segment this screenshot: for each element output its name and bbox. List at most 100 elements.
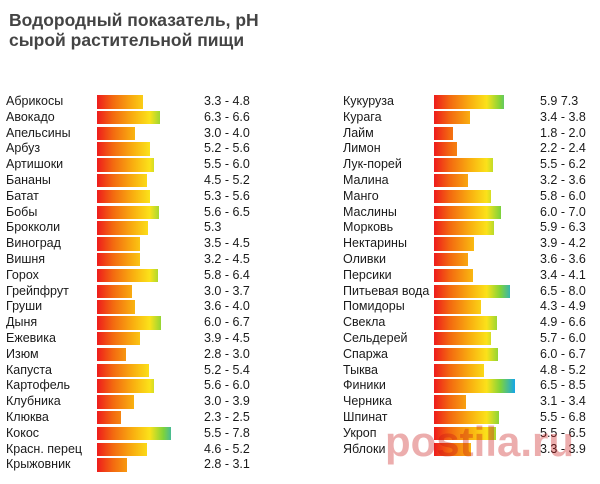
category-label: Красн. перец (6, 441, 83, 456)
category-label: Абрикосы (6, 94, 64, 108)
bar-row: Черника 3.1 - 3.4 (343, 394, 593, 410)
ph-range-label: 3.6 - 3.6 (540, 251, 586, 266)
category-label: Морковь (343, 220, 394, 235)
bar (97, 379, 155, 393)
ph-range-label: 2.8 - 3.0 (204, 346, 250, 361)
category-label: Ежевика (6, 330, 56, 345)
ph-range-label: 3.9 - 4.5 (204, 330, 250, 345)
ph-range-label: 6.0 - 7.0 (540, 204, 586, 219)
category-label: Бананы (6, 172, 51, 187)
ph-range-label: 2.3 - 2.5 (204, 409, 250, 424)
category-label: Груши (6, 299, 43, 314)
bar-row: Морковь 5.9 - 6.3 (343, 220, 593, 236)
left-column: Абрикосы 3.3 - 4.8 Авокадо 6.3 - 6.6 Апельси… (6, 94, 296, 473)
category-label: Дыня (6, 315, 38, 330)
bar-row: Оливки 3.6 - 3.6 (343, 252, 593, 268)
ph-range-label: 6.3 - 6.6 (204, 109, 250, 124)
bar (97, 347, 126, 362)
bar (97, 426, 172, 441)
category-label: Изюм (6, 346, 39, 361)
bar-row: Бананы 4.5 - 5.2 (6, 173, 296, 189)
bar (97, 142, 151, 156)
category-label: Персики (343, 267, 392, 282)
ph-range-label: 3.4 - 4.1 (540, 267, 586, 282)
bar-row: Груши 3.6 - 4.0 (6, 299, 296, 315)
bar (97, 300, 136, 314)
bar (97, 458, 127, 472)
bar-row: Дыня 6.0 - 6.7 (6, 315, 296, 331)
bar (434, 331, 492, 346)
bar (434, 237, 474, 251)
ph-range-label: 4.3 - 4.9 (540, 299, 586, 314)
bar-row: Картофель 5.6 - 6.0 (6, 378, 296, 394)
bar-row: Манго 5.8 - 6.0 (343, 189, 593, 205)
category-label: Кокос (6, 425, 40, 440)
category-label: Виноград (6, 236, 61, 251)
ph-range-label: 5.5 - 7.8 (204, 425, 250, 440)
bar (97, 442, 147, 457)
bar (434, 221, 494, 235)
bar (97, 252, 140, 267)
category-label: Свекла (343, 315, 386, 330)
ph-range-label: 5.6 - 6.5 (204, 204, 250, 219)
ph-range-label: 6.0 - 6.7 (204, 315, 250, 330)
bar (97, 331, 140, 346)
category-label: Картофель (6, 378, 71, 393)
category-label: Тыква (343, 362, 378, 377)
ph-range-label: 3.5 - 4.5 (204, 236, 250, 251)
bar (434, 110, 471, 125)
bar-row: Кукуруза 5.9 7.3 (343, 94, 593, 110)
ph-range-label: 2.8 - 3.1 (204, 457, 250, 472)
bar (97, 95, 143, 109)
ph-range-label: 5.5 - 6.8 (540, 409, 586, 424)
bar (434, 158, 494, 172)
bar-row: Крыжовник 2.8 - 3.1 (6, 457, 296, 473)
category-label: Сельдерей (343, 330, 408, 345)
ph-range-label: 4.5 - 5.2 (204, 172, 250, 187)
bar-row: Персики 3.4 - 4.1 (343, 268, 593, 284)
ph-range-label: 3.0 - 3.9 (204, 394, 250, 409)
bar-row: Питьевая вода 6.5 - 8.0 (343, 284, 593, 300)
category-label: Капуста (6, 362, 52, 377)
bar-row: Тыква 4.8 - 5.2 (343, 363, 593, 379)
category-label: Лимон (343, 141, 381, 156)
bar (97, 158, 155, 172)
category-label: Черника (343, 394, 392, 409)
bar-row: Укроп 5.5 - 6.5 (343, 426, 593, 442)
ph-range-label: 5.2 - 5.6 (204, 141, 250, 156)
bar (97, 189, 151, 204)
category-label: Лук-порей (343, 157, 402, 172)
bar (97, 221, 148, 235)
bar-row: Изюм 2.8 - 3.0 (6, 347, 296, 363)
bar-row: Лимон 2.2 - 2.4 (343, 141, 593, 157)
category-label: Курага (343, 109, 382, 124)
bar (434, 189, 492, 204)
bar-row: Кокос 5.5 - 7.8 (6, 426, 296, 442)
ph-range-label: 6.5 - 8.5 (540, 378, 586, 393)
bar (434, 205, 501, 220)
category-label: Питьевая вода (343, 283, 430, 298)
bar (434, 442, 472, 457)
ph-range-label: 3.2 - 3.6 (540, 172, 586, 187)
ph-range-label: 5.9 - 6.3 (540, 220, 586, 235)
category-label: Спаржа (343, 346, 389, 361)
bar-row: Нектарины 3.9 - 4.2 (343, 236, 593, 252)
ph-range-label: 2.2 - 2.4 (540, 141, 586, 156)
bar-row: Апельсины 3.0 - 4.0 (6, 126, 296, 142)
bar-row: Капуста 5.2 - 5.4 (6, 363, 296, 379)
bar (434, 95, 504, 109)
bar (97, 205, 159, 220)
category-label: Малина (343, 172, 389, 187)
bar (97, 126, 136, 141)
bar (97, 237, 140, 251)
ph-range-label: 1.8 - 2.0 (540, 125, 586, 140)
bar (434, 363, 484, 378)
bar (434, 347, 498, 362)
ph-range-label: 4.6 - 5.2 (204, 441, 250, 456)
bar (97, 268, 158, 283)
bar-row: Малина 3.2 - 3.6 (343, 173, 593, 189)
category-label: Клюква (6, 409, 49, 424)
ph-range-label: 3.0 - 4.0 (204, 125, 250, 140)
category-label: Грейпфрут (6, 283, 69, 298)
bar-row: Курага 3.4 - 3.8 (343, 110, 593, 126)
